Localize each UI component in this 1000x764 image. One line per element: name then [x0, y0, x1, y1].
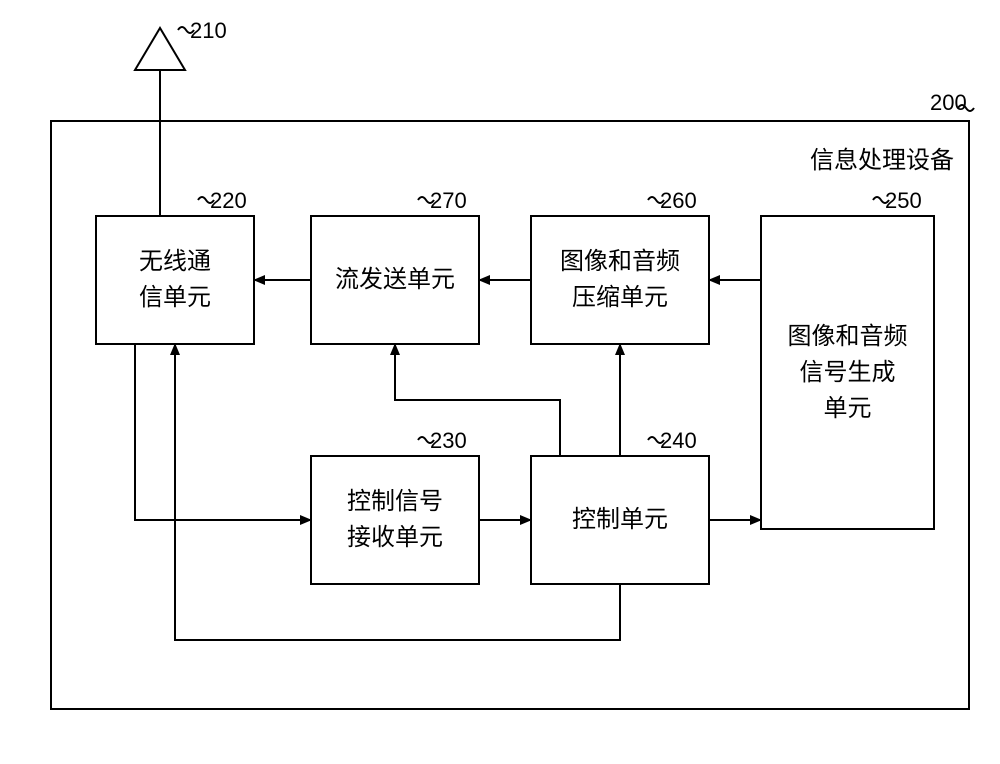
ref-270: 270	[430, 188, 467, 214]
ref-220: 220	[210, 188, 247, 214]
ref-200: 200	[930, 90, 967, 116]
ref-250: 250	[885, 188, 922, 214]
block-wireless-comm: 无线通信单元	[95, 215, 255, 345]
block-av-compress: 图像和音频压缩单元	[530, 215, 710, 345]
ref-260: 260	[660, 188, 697, 214]
diagram-canvas: 信息处理设备 200 210 220 270 260 250 230 240 无…	[0, 0, 1000, 764]
ref-210: 210	[190, 18, 227, 44]
ref-230: 230	[430, 428, 467, 454]
ref-240: 240	[660, 428, 697, 454]
block-ctrl-signal-recv: 控制信号接收单元	[310, 455, 480, 585]
block-control-unit: 控制单元	[530, 455, 710, 585]
block-stream-send: 流发送单元	[310, 215, 480, 345]
diagram-title: 信息处理设备	[810, 140, 954, 175]
block-av-signal-gen: 图像和音频信号生成单元	[760, 215, 935, 530]
